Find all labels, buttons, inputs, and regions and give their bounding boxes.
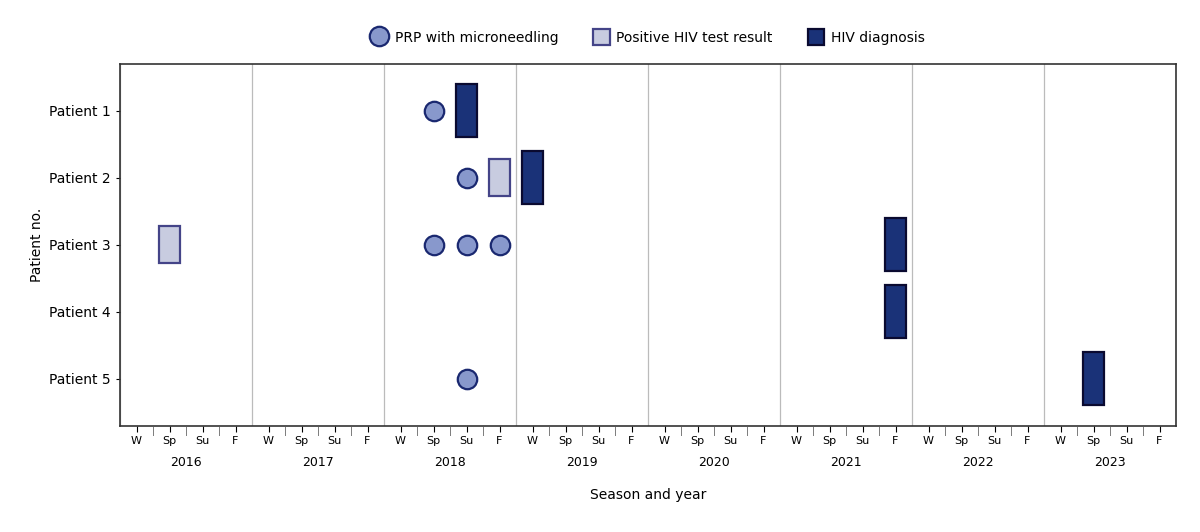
Bar xyxy=(158,226,180,263)
Text: |: | xyxy=(713,427,715,436)
Text: |: | xyxy=(283,427,287,436)
Text: |: | xyxy=(943,427,947,436)
Text: 2018: 2018 xyxy=(434,456,466,469)
Text: |: | xyxy=(151,427,155,436)
Text: |: | xyxy=(1075,427,1079,436)
Text: 2017: 2017 xyxy=(302,456,334,469)
Text: 2022: 2022 xyxy=(962,456,994,469)
Text: |: | xyxy=(745,427,749,436)
Text: 2016: 2016 xyxy=(170,456,202,469)
Text: |: | xyxy=(1009,427,1013,436)
Text: |: | xyxy=(317,427,319,436)
Text: |: | xyxy=(613,427,617,436)
Bar xyxy=(522,152,544,204)
Text: |: | xyxy=(581,427,583,436)
Text: 2019: 2019 xyxy=(566,456,598,469)
Text: |: | xyxy=(877,427,881,436)
Text: |: | xyxy=(481,427,485,436)
Text: |: | xyxy=(811,427,815,436)
Y-axis label: Patient no.: Patient no. xyxy=(30,207,43,282)
Text: 2023: 2023 xyxy=(1094,456,1126,469)
Text: |: | xyxy=(1109,427,1111,436)
Text: |: | xyxy=(977,427,979,436)
Text: 2021: 2021 xyxy=(830,456,862,469)
Bar xyxy=(488,159,510,196)
Text: |: | xyxy=(449,427,451,436)
Legend: PRP with microneedling, Positive HIV test result, HIV diagnosis: PRP with microneedling, Positive HIV tes… xyxy=(365,24,931,51)
Text: 2020: 2020 xyxy=(698,456,730,469)
Bar xyxy=(1082,352,1104,405)
Bar xyxy=(884,286,906,338)
Text: |: | xyxy=(217,427,221,436)
Text: |: | xyxy=(679,427,683,436)
Text: |: | xyxy=(415,427,419,436)
Text: |: | xyxy=(845,427,847,436)
X-axis label: Season and year: Season and year xyxy=(590,488,706,502)
Text: |: | xyxy=(185,427,187,436)
Text: |: | xyxy=(1141,427,1145,436)
Text: |: | xyxy=(349,427,353,436)
Bar xyxy=(456,85,478,137)
Bar xyxy=(884,219,906,271)
Text: |: | xyxy=(547,427,551,436)
